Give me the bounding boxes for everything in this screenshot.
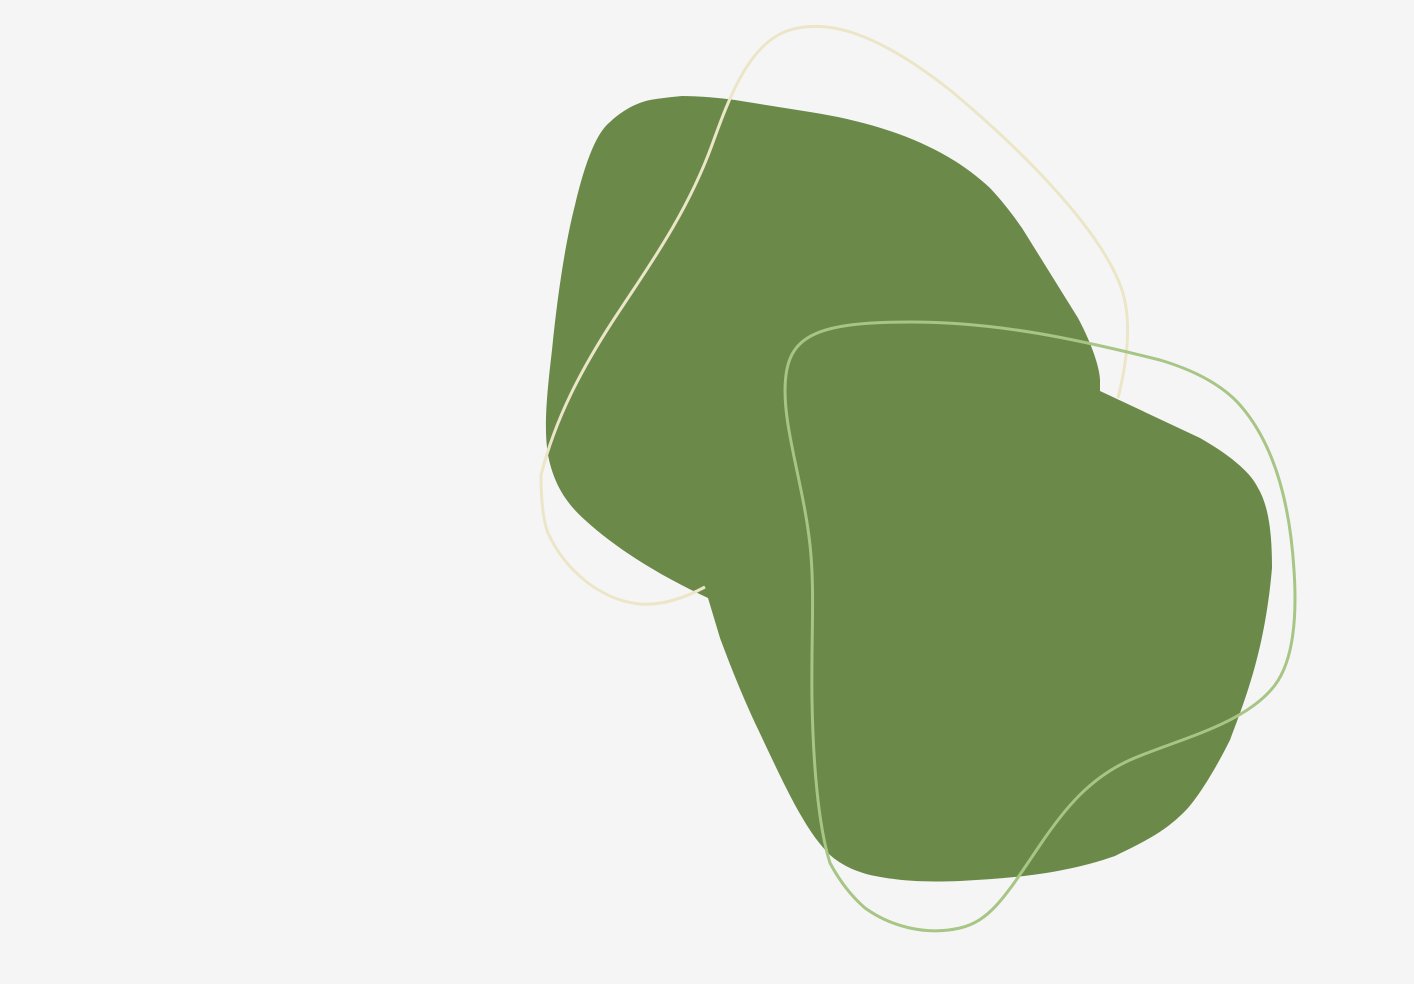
green-blob-shape bbox=[545, 96, 1272, 882]
cream-outline-shape bbox=[539, 24, 1130, 606]
light-green-outline-shape bbox=[783, 320, 1297, 933]
